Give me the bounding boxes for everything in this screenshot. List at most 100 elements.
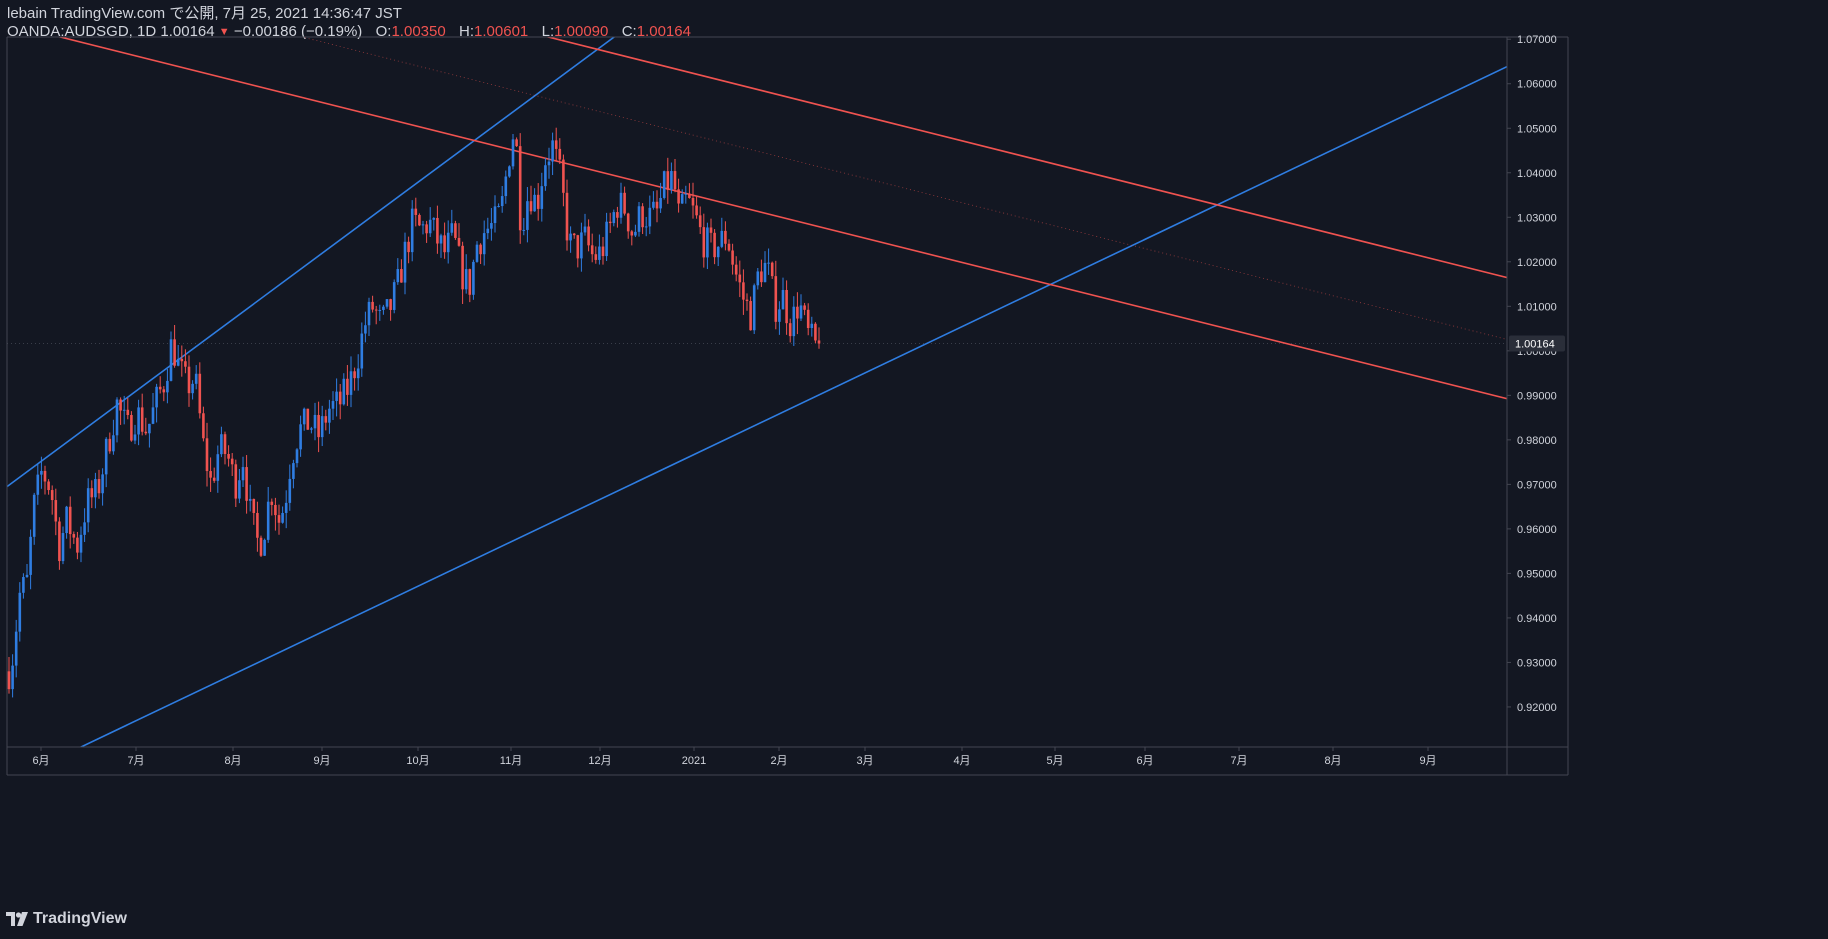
candle-up <box>569 233 572 241</box>
candle-down <box>173 339 176 366</box>
candle-down <box>202 413 205 439</box>
candle-up <box>310 428 313 430</box>
candle-up <box>486 228 490 234</box>
candle-up <box>720 230 724 247</box>
candle-up <box>83 522 86 535</box>
candle-down <box>709 227 713 233</box>
candle-down <box>72 534 76 538</box>
candle-up <box>684 193 688 195</box>
candle-down <box>655 201 659 209</box>
candle-up <box>367 301 371 326</box>
candle-up <box>36 474 40 495</box>
candle-up <box>659 197 662 209</box>
candle-down <box>76 537 79 553</box>
candle-up <box>148 423 151 434</box>
candle-up <box>662 171 666 198</box>
brand-name: TradingView <box>33 910 127 927</box>
candle-up <box>299 424 302 450</box>
candle-up <box>547 161 551 166</box>
candle-up <box>634 231 637 236</box>
y-tick-label: 1.02000 <box>1517 257 1557 269</box>
candle-up <box>263 539 266 556</box>
candle-down <box>623 192 626 214</box>
candle-up <box>320 416 324 438</box>
candle-up <box>104 438 108 475</box>
candle-down <box>785 290 788 324</box>
candle-down <box>677 189 680 204</box>
symbol-info: OANDA:AUDSGD, 1D 1.00164 ▼ −0.00186 (−0.… <box>7 23 691 41</box>
x-tick-label: 2月 <box>770 755 787 767</box>
candle-up <box>500 196 504 207</box>
candle-up <box>526 201 529 230</box>
chart-header: lebain TradingView.com で公開, 7月 25, 2021 … <box>7 5 691 41</box>
candle-up <box>403 241 407 283</box>
last-price: 1.00164 <box>160 23 215 40</box>
y-tick-label: 0.97000 <box>1517 479 1557 491</box>
candle-down <box>666 171 670 190</box>
candle-down <box>230 458 234 465</box>
candle-down <box>47 481 50 491</box>
candle-up <box>331 401 335 409</box>
candle-down <box>212 477 216 481</box>
candle-up <box>295 449 299 464</box>
x-tick-label: 8月 <box>224 755 241 767</box>
high-value: 1.00601 <box>474 23 529 40</box>
candle-up <box>220 434 223 455</box>
candle-up <box>652 201 655 208</box>
candle-up <box>25 574 29 578</box>
candle-down <box>54 500 58 522</box>
x-tick-label: 6月 <box>1136 755 1153 767</box>
candle-down <box>209 471 212 478</box>
candle-down <box>306 408 310 430</box>
candle-down <box>259 537 263 556</box>
candle-up <box>378 309 382 311</box>
y-tick-label: 1.04000 <box>1517 168 1557 180</box>
candle-up <box>266 501 270 540</box>
candle-down <box>425 224 428 234</box>
candle-up <box>508 166 511 177</box>
candle-down <box>576 235 580 259</box>
candle-down <box>731 250 734 265</box>
y-tick-label: 0.92000 <box>1517 702 1557 714</box>
candle-down <box>691 197 695 206</box>
candle-down <box>317 414 320 438</box>
candle-down <box>536 194 540 209</box>
footer-brand: TradingView <box>6 910 127 928</box>
candle-down <box>274 504 277 516</box>
candle-up <box>706 227 709 258</box>
candle-down <box>371 301 374 310</box>
candle-up <box>216 454 220 481</box>
candle-down <box>144 431 148 434</box>
candle-up <box>385 299 389 307</box>
candle-up <box>482 233 486 255</box>
low-value: 1.00090 <box>554 23 609 40</box>
candle-down <box>227 453 230 459</box>
candle-up <box>752 285 756 331</box>
candle-up <box>166 380 169 393</box>
candle-down <box>594 254 598 260</box>
candle-up <box>544 165 547 187</box>
candle-up <box>94 479 97 498</box>
candle-down <box>108 438 112 452</box>
price-change: −0.00186 (−0.19%) <box>233 23 363 40</box>
y-tick-label: 0.94000 <box>1517 613 1557 625</box>
candle-down <box>702 227 706 258</box>
candle-up <box>101 474 104 494</box>
candle-down <box>436 217 439 244</box>
candle-down <box>187 366 191 394</box>
x-tick-label: 8月 <box>1324 755 1341 767</box>
candle-up <box>497 206 500 208</box>
x-tick-label: 11月 <box>500 755 522 767</box>
y-tick-label: 0.93000 <box>1517 657 1557 669</box>
candle-down <box>724 230 727 244</box>
candle-up <box>29 536 32 575</box>
candle-up <box>281 512 284 523</box>
candle-up <box>14 631 18 666</box>
candle-down <box>590 245 594 255</box>
candle-down <box>205 438 209 472</box>
candle-down <box>529 201 533 212</box>
x-tick-label: 12月 <box>588 755 611 767</box>
candle-down <box>788 323 792 337</box>
